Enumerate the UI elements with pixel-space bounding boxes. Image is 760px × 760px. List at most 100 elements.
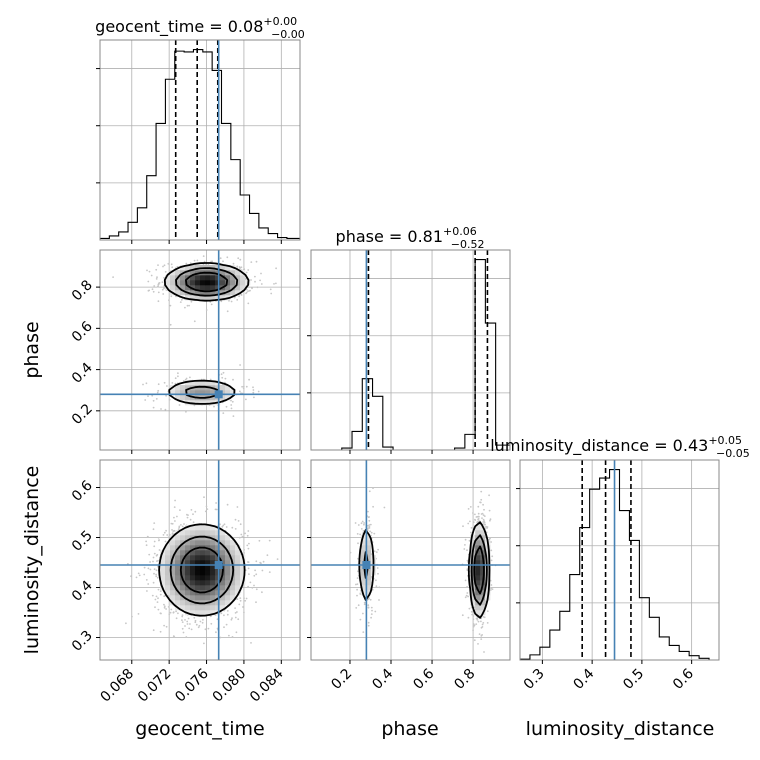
x-tick-label: 0.080 <box>210 666 250 706</box>
density-cell <box>365 585 371 591</box>
sample-point <box>181 614 184 616</box>
density-cell <box>200 555 206 561</box>
density-cell <box>215 550 221 556</box>
density-cell <box>165 275 171 281</box>
density-cell <box>195 275 201 281</box>
density-cell <box>200 280 206 286</box>
sample-point <box>473 639 476 642</box>
density-cell <box>220 280 226 286</box>
sample-point <box>375 579 377 582</box>
sample-point <box>199 620 202 623</box>
sample-point <box>147 583 150 585</box>
density-cell <box>195 555 201 561</box>
sample-point <box>188 304 191 307</box>
sample-point <box>169 323 172 326</box>
density-cell <box>170 540 176 546</box>
density-cell <box>175 590 181 596</box>
density-cell <box>215 545 221 551</box>
density-cell <box>195 280 201 286</box>
sample-point <box>240 533 243 536</box>
sample-point <box>181 627 184 630</box>
sample-point <box>171 266 174 269</box>
sample-point <box>253 574 256 577</box>
sample-point <box>157 283 160 286</box>
density-cell <box>195 290 201 296</box>
density-cell <box>175 555 181 561</box>
sample-point <box>215 502 218 504</box>
sample-point <box>182 380 185 382</box>
sample-point <box>262 560 265 563</box>
density-cell <box>225 560 231 566</box>
density-cell <box>215 540 221 546</box>
sample-point <box>176 515 178 518</box>
sample-point <box>238 536 241 539</box>
sample-point <box>477 512 480 515</box>
sample-point <box>193 259 196 262</box>
sample-point <box>469 506 472 508</box>
density-cell <box>165 555 171 561</box>
sample-point <box>477 505 480 508</box>
density-cell <box>170 590 176 596</box>
density-cell <box>235 550 241 556</box>
density-cell <box>470 535 476 541</box>
density-cell <box>200 530 206 536</box>
sample-point <box>184 306 186 309</box>
sample-point <box>175 617 178 620</box>
sample-point <box>245 398 247 401</box>
density-cell <box>210 535 216 541</box>
sample-point <box>155 278 158 280</box>
sample-point <box>254 275 256 278</box>
density-cell <box>210 275 216 281</box>
density-cell <box>365 570 371 576</box>
sample-point <box>241 385 244 388</box>
density-cell <box>215 600 221 606</box>
contour-line <box>175 267 239 399</box>
density-cell <box>205 400 211 406</box>
sample-point <box>165 394 168 397</box>
sample-point <box>172 611 175 614</box>
sample-point <box>486 526 489 528</box>
sample-point <box>372 505 374 508</box>
sample-point <box>248 573 250 575</box>
density-cell <box>175 560 181 566</box>
density-cell <box>190 565 196 571</box>
sample-point <box>249 581 252 584</box>
sample-point <box>226 610 229 612</box>
density-cell <box>180 555 186 561</box>
density-cell <box>365 555 371 561</box>
density-cell <box>365 590 371 596</box>
density-cell <box>205 290 211 296</box>
sample-point <box>248 542 250 545</box>
density-cell <box>240 570 246 576</box>
density-cell <box>180 390 186 396</box>
density-cell <box>170 275 176 281</box>
truth-marker <box>362 561 371 569</box>
sample-point <box>250 279 252 281</box>
sample-point <box>130 575 132 578</box>
density-cell <box>175 580 181 586</box>
density-cell <box>185 575 191 581</box>
sample-point <box>189 376 191 379</box>
density-cell <box>200 540 206 546</box>
sample-point <box>246 544 249 547</box>
sample-point <box>254 280 256 283</box>
sample-point <box>255 260 258 263</box>
sample-point <box>156 553 159 556</box>
sample-point <box>154 598 157 601</box>
density-cell <box>205 530 211 536</box>
sample-point <box>489 519 491 522</box>
density-cell <box>210 390 216 396</box>
density-cell <box>160 570 166 576</box>
sample-point <box>161 281 164 284</box>
axes-frame <box>99 249 301 451</box>
sample-point <box>168 398 171 401</box>
sample-point <box>249 289 251 292</box>
sample-point <box>197 626 200 629</box>
panel-2d-distance-vs-phase: 0.2 0.4 0.6 0.8 <box>307 459 511 693</box>
x-tick-label: 0.6 <box>410 666 437 693</box>
x-axis-label-phase: phase <box>381 718 438 740</box>
sample-point <box>193 320 196 323</box>
sample-point <box>483 651 485 653</box>
sample-point <box>160 612 162 615</box>
sample-point <box>489 518 492 521</box>
